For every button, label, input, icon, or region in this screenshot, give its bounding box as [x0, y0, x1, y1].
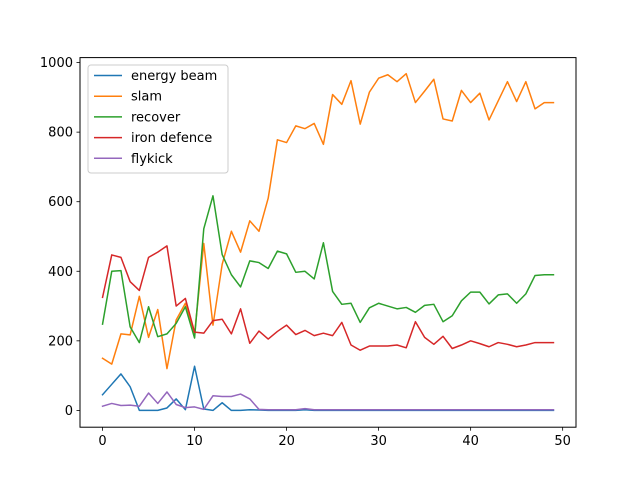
x-tick-label: 20	[278, 434, 295, 449]
series-line-2	[101, 195, 555, 344]
series-line-3	[101, 245, 555, 351]
series-layer	[101, 72, 555, 412]
legend: energy beam slam recover iron defence flykic…	[87, 64, 229, 174]
y-tick-label: 400	[48, 265, 73, 280]
x-tick-label: 10	[186, 434, 203, 449]
y-axis: 0 200 400 600 800 1000	[40, 56, 80, 419]
x-tick-label: 50	[554, 434, 571, 449]
y-tick-label: 200	[48, 334, 73, 349]
y-tick-label: 0	[65, 404, 73, 419]
x-tick-label: 0	[98, 434, 106, 449]
plot-frame	[79, 57, 577, 428]
legend-label-3: iron defence	[131, 131, 212, 146]
y-tick-label: 1000	[40, 56, 73, 71]
series-line-1	[101, 72, 555, 370]
legend-label-0: energy beam	[131, 69, 217, 84]
x-axis: 0 10 20 30 40 50	[98, 427, 571, 449]
x-tick-label: 40	[462, 434, 479, 449]
legend-label-1: slam	[131, 90, 162, 105]
legend-label-4: flykick	[131, 152, 173, 167]
x-tick-label: 30	[370, 434, 387, 449]
legend-box	[87, 64, 229, 174]
legend-label-2: recover	[131, 110, 181, 125]
y-tick-label: 600	[48, 195, 73, 210]
y-tick-label: 800	[48, 126, 73, 141]
series-line-4	[101, 391, 555, 411]
